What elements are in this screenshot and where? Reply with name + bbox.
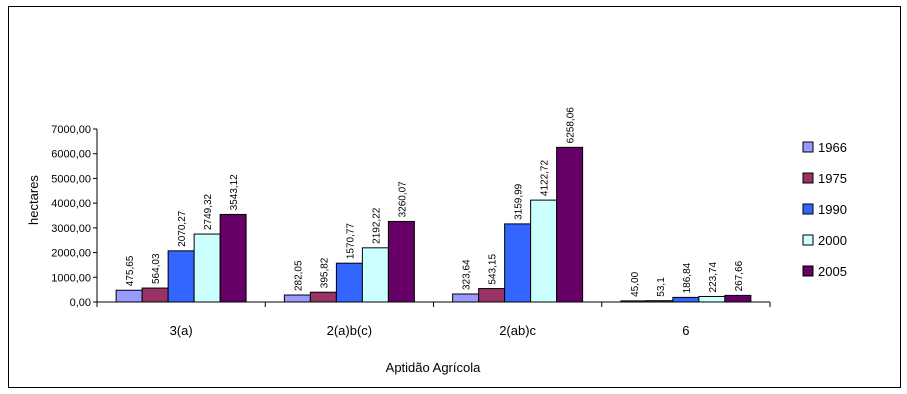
chart-frame [8,6,901,388]
data-label: 4122,72 [540,160,551,197]
bar [335,262,363,303]
x-tick-label: 2(a)b(c) [327,323,373,338]
bar [724,294,752,303]
legend-label: 2005 [818,264,847,279]
data-label: 223,74 [708,261,719,292]
legend-swatch [802,265,814,277]
x-tick-label: 6 [682,323,689,338]
data-label: 475,65 [125,255,136,286]
bar [646,300,674,303]
data-label: 3543,12 [229,174,240,211]
y-tick-label: 1000,00 [51,272,91,284]
data-label: 3159,99 [514,183,525,220]
bars [115,146,752,303]
data-label: 282,05 [293,260,304,291]
data-label: 6258,06 [566,107,577,144]
y-tick-label: 7000,00 [51,124,91,136]
y-tick-label: 4000,00 [51,198,91,210]
data-label: 2192,22 [371,207,382,244]
bar [478,288,506,303]
legend-swatch [802,203,814,215]
y-tick-label: 2000,00 [51,248,91,260]
data-label: 3260,07 [397,181,408,218]
data-label: 543,15 [488,254,499,285]
bar [283,294,311,303]
data-label: 2749,32 [203,193,214,230]
x-tick-label: 2(ab)c [499,323,536,338]
x-axis-title: Aptidão Agrícola [386,360,481,375]
legend-label: 1990 [818,202,847,217]
bar [309,291,337,303]
data-label: 1570,77 [345,223,356,260]
bar [452,293,480,303]
bar [504,223,532,303]
y-axis-title: hectares [26,175,41,225]
legend-swatch [802,141,814,153]
bar [556,146,584,303]
bar [167,250,195,303]
legend-label: 1966 [818,140,847,155]
y-tick-label: 0,00 [70,297,91,309]
bar [193,233,221,303]
data-label: 53,1 [656,277,667,297]
bar [672,296,700,303]
bar [530,199,558,303]
bar [115,289,143,303]
data-label: 323,64 [462,259,473,290]
bar [698,295,726,303]
legend-swatch [802,234,814,246]
bar [620,300,648,303]
y-tick-label: 5000,00 [51,173,91,185]
bar [361,247,389,303]
y-axis: 0,00 1000,00 2000,00 3000,00 4000,00 5000,00 6… [51,124,98,309]
bar [141,287,169,303]
legend: 1966 1975 1990 2000 2005 [802,140,847,279]
data-label: 2070,27 [177,210,188,247]
x-axis: 3(a) 2(a)b(c) 2(ab)c 6 [96,301,771,338]
data-label: 45,00 [630,271,641,296]
data-labels: 475,65 564,03 2070,27 2749,32 3543,12 282,05 3… [125,107,745,297]
y-tick-label: 3000,00 [51,223,91,235]
legend-label: 2000 [818,233,847,248]
legend-swatch [802,172,814,184]
data-label: 267,66 [734,260,745,291]
legend-label: 1975 [818,171,847,186]
data-label: 564,03 [151,253,162,284]
data-label: 395,82 [319,257,330,288]
bar [219,213,247,303]
bar [387,220,415,303]
data-label: 186,84 [682,262,693,293]
x-tick-label: 3(a) [170,323,193,338]
y-tick-label: 6000,00 [51,149,91,161]
